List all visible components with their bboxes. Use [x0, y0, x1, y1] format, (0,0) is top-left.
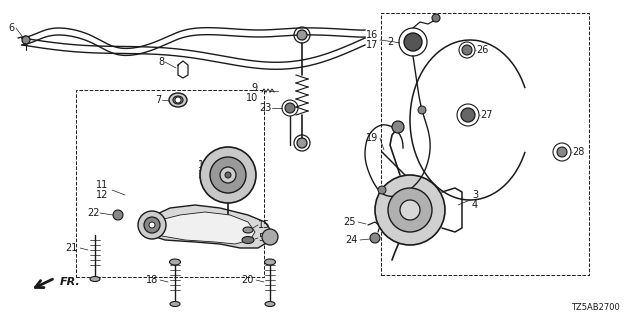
Bar — [76, 90, 264, 277]
Ellipse shape — [169, 93, 187, 107]
Circle shape — [375, 175, 445, 245]
Circle shape — [462, 45, 472, 55]
Ellipse shape — [243, 227, 253, 233]
Text: 14: 14 — [198, 170, 210, 180]
Circle shape — [149, 222, 155, 228]
Ellipse shape — [90, 276, 100, 282]
Text: 24: 24 — [346, 235, 358, 245]
Circle shape — [388, 188, 432, 232]
Text: 4: 4 — [472, 200, 478, 210]
Circle shape — [370, 233, 380, 243]
Ellipse shape — [170, 259, 180, 265]
Text: 13: 13 — [198, 160, 210, 170]
Circle shape — [22, 36, 30, 44]
Text: 3: 3 — [472, 190, 478, 200]
Text: 23: 23 — [260, 103, 272, 113]
Ellipse shape — [264, 259, 275, 265]
Text: 6: 6 — [8, 23, 14, 33]
Text: 2: 2 — [387, 37, 393, 47]
Circle shape — [297, 30, 307, 40]
Text: 10: 10 — [246, 93, 258, 103]
Circle shape — [285, 103, 295, 113]
Circle shape — [378, 186, 386, 194]
Text: 11: 11 — [96, 180, 108, 190]
Circle shape — [392, 121, 404, 133]
Text: 12: 12 — [96, 190, 108, 200]
Circle shape — [220, 167, 236, 183]
Text: 7: 7 — [155, 95, 161, 105]
Text: 17: 17 — [365, 40, 378, 50]
Text: 21: 21 — [66, 243, 78, 253]
Ellipse shape — [265, 301, 275, 307]
Text: 16: 16 — [365, 30, 378, 40]
Circle shape — [432, 14, 440, 22]
Circle shape — [404, 33, 422, 51]
Polygon shape — [152, 212, 255, 244]
Circle shape — [418, 106, 426, 114]
Bar — [381, 13, 589, 275]
Text: 1: 1 — [389, 203, 395, 213]
Text: 25: 25 — [344, 217, 356, 227]
Circle shape — [557, 147, 567, 157]
Text: 26: 26 — [476, 45, 488, 55]
Circle shape — [461, 108, 475, 122]
Ellipse shape — [170, 301, 180, 307]
Text: FR.: FR. — [60, 277, 81, 287]
Text: 27: 27 — [480, 110, 493, 120]
Text: 8: 8 — [158, 57, 164, 67]
Text: 5: 5 — [258, 233, 264, 243]
Text: 19: 19 — [365, 133, 378, 143]
Text: 28: 28 — [572, 147, 584, 157]
Circle shape — [297, 138, 307, 148]
Polygon shape — [148, 205, 272, 248]
Text: 15: 15 — [258, 220, 270, 230]
Circle shape — [138, 211, 166, 239]
Circle shape — [400, 200, 420, 220]
Text: 18: 18 — [146, 275, 158, 285]
Text: 22: 22 — [88, 208, 100, 218]
Circle shape — [113, 210, 123, 220]
Circle shape — [144, 217, 160, 233]
Circle shape — [200, 147, 256, 203]
Text: 20: 20 — [242, 275, 254, 285]
Circle shape — [225, 172, 231, 178]
Circle shape — [210, 157, 246, 193]
Ellipse shape — [242, 236, 254, 244]
Text: 9: 9 — [252, 83, 258, 93]
Circle shape — [175, 97, 181, 103]
Ellipse shape — [173, 96, 183, 104]
Circle shape — [262, 229, 278, 245]
Text: TZ5AB2700: TZ5AB2700 — [572, 303, 620, 313]
